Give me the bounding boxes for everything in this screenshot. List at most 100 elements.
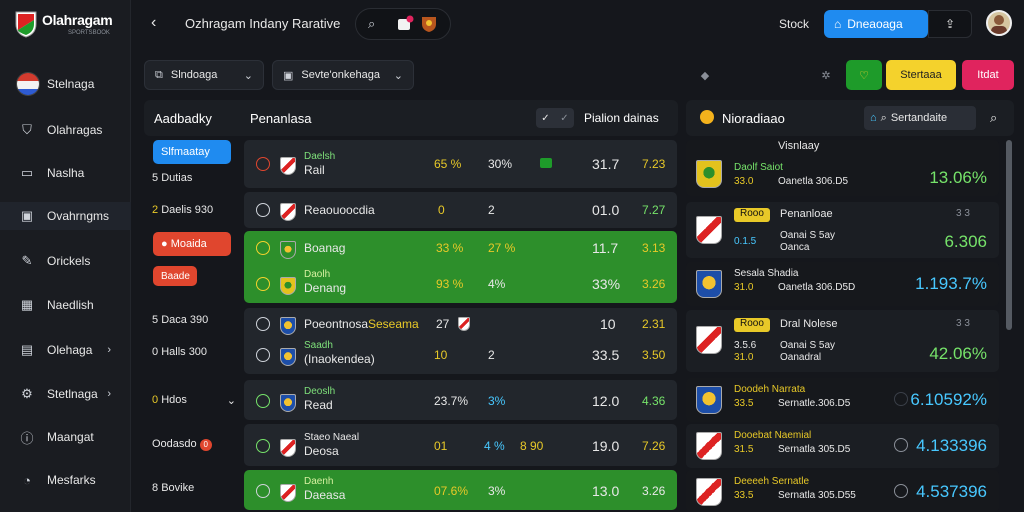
- search-icon[interactable]: ⌕: [990, 110, 998, 125]
- sidebar-item-2[interactable]: ▭ Naslha: [0, 159, 131, 187]
- sort-icon: ◆: [700, 69, 710, 82]
- team-sub: Daelsh: [304, 151, 336, 162]
- heart-icon: ♡: [859, 69, 869, 82]
- right-panel-tab[interactable]: ⌂ ⌕ Sertandaite: [864, 106, 976, 130]
- team-crest-icon: [280, 484, 296, 502]
- sidebar-item-7[interactable]: ⚙ Stetlnaga ›: [0, 380, 131, 408]
- filter-dropdown-0[interactable]: ⧉ Slndoaga ⌄: [144, 60, 264, 90]
- stat-b: 3%: [488, 484, 506, 498]
- category-label: Dutias: [161, 172, 193, 184]
- brand[interactable]: Olahragam SPORTSBOOK: [12, 8, 127, 42]
- sidebar-item-1[interactable]: ⛉ Olahragas: [0, 116, 131, 144]
- match-row[interactable]: Daelsh Rail 65 % 30% 31.7 7.23: [244, 140, 677, 188]
- odds: 11.7: [592, 240, 619, 256]
- right-card-1[interactable]: Rooo Penanloae 3 3 0.1.5 Oanai S 5ay Oan…: [686, 202, 999, 258]
- scrollbar[interactable]: [1004, 140, 1014, 512]
- primary-button[interactable]: ⌂ Dneaoaga: [824, 10, 928, 38]
- column-header-2: Penanlasa: [250, 110, 312, 126]
- category-5[interactable]: 5 Daca 390: [152, 314, 208, 326]
- odds-value: 3.50: [642, 348, 666, 362]
- card-line: Daolf Saiot: [734, 162, 783, 173]
- right-card-3[interactable]: Rooo Dral Nolese 3 3 3.5.6 31.0 Oanai S …: [686, 310, 999, 372]
- team-sub: Staeo Naeal: [304, 432, 360, 443]
- match-row[interactable]: Reaouoocdia 0 2 01.0 7.27: [244, 192, 677, 228]
- right-card-4[interactable]: Doodeh Narrata 33.5 Sernatle.306.D5 6.10…: [686, 378, 999, 422]
- back-arrow-icon[interactable]: ‹: [151, 14, 157, 31]
- sidebar-item-label: Olehaga: [47, 343, 93, 357]
- sidebar-item-9[interactable]: ◔ Mesfarks: [0, 466, 131, 494]
- category-prefix: 2: [152, 204, 159, 216]
- right-card-0[interactable]: Visnlaay Daolf Saiot 33.0 Oanetla 306.D5…: [686, 140, 999, 196]
- notification-icon[interactable]: [396, 15, 414, 33]
- category-8[interactable]: Oodasdo 0: [152, 438, 212, 451]
- avatar[interactable]: [986, 10, 1012, 36]
- card-number: 33.5: [734, 398, 754, 409]
- sidebar-item-label: Orickels: [47, 254, 91, 268]
- team-crest-icon: [696, 270, 722, 298]
- sidebar-item-label: Naedlish: [47, 298, 94, 312]
- card-value: 1.193.7%: [915, 274, 987, 293]
- club-crest-icon[interactable]: [420, 15, 438, 33]
- match-row-highlighted[interactable]: Boanag 33 % 27 % 11.7 3.13 Daolh Denang …: [244, 231, 677, 303]
- match-row[interactable]: Deoslh Read 23.7% 3% 12.0 4.36: [244, 380, 677, 420]
- team-name: Deosa: [304, 444, 339, 458]
- favorite-button[interactable]: ♡: [846, 60, 882, 90]
- chevron-right-icon: ›: [107, 344, 111, 356]
- category-chip-0[interactable]: Slfmaatay: [153, 140, 231, 164]
- status-icon: [256, 348, 270, 362]
- status-icon: [256, 439, 270, 453]
- right-card-2[interactable]: Sesala Shadia 31.0 Oanetla 306.D5D 1.193…: [686, 262, 999, 306]
- stat-b: 2: [488, 203, 495, 217]
- category-chip-3[interactable]: ● Moaida: [153, 232, 231, 256]
- category-9[interactable]: 8 Bovike: [152, 482, 194, 494]
- chevron-down-icon: ⌄: [243, 69, 253, 82]
- category-1[interactable]: 5 Dutias: [152, 172, 192, 184]
- right-card-5[interactable]: Dooebat Naemial 31.5 Sernatla 305.D5 4.1…: [686, 424, 999, 468]
- sidebar-item-0[interactable]: Stelnaga: [0, 70, 131, 98]
- sidebar-item-6[interactable]: ▤ Olehaga ›: [0, 336, 131, 364]
- status-icon: [256, 157, 270, 171]
- sidebar-item-3[interactable]: ▣ Ovahrngms: [0, 202, 131, 230]
- view-toggle[interactable]: ✓ ✓: [536, 108, 574, 128]
- card-number: 3.5.6: [734, 340, 757, 351]
- category-6[interactable]: 0 Halls 300: [152, 346, 207, 358]
- sort-button[interactable]: ◆: [690, 60, 720, 90]
- odds: 12.0: [592, 393, 620, 409]
- sidebar-item-4[interactable]: ✎ Orickels: [0, 247, 131, 275]
- start-button[interactable]: Stertaaa: [886, 60, 956, 90]
- sidebar-item-label: Olahragas: [47, 123, 103, 137]
- scrollbar-thumb[interactable]: [1006, 140, 1012, 330]
- category-label: Baade: [161, 270, 190, 282]
- stat-b: 27 %: [488, 241, 516, 255]
- search-icon[interactable]: ⌕: [368, 16, 376, 31]
- status-icon: [256, 241, 270, 255]
- right-card-6[interactable]: Deeeeh Sernatle 33.5 Sernatla 305.D55 4.…: [686, 470, 999, 512]
- category-prefix: 0: [152, 394, 159, 406]
- header-tools: ⌕: [355, 8, 451, 40]
- filter-dropdown-1[interactable]: ▣ Sevte'onkehaga ⌄: [272, 60, 414, 90]
- share-button[interactable]: ⇪: [928, 10, 972, 38]
- chevron-right-icon: ›: [107, 388, 111, 400]
- category-2[interactable]: 2 Daelis 930: [152, 204, 213, 216]
- update-button[interactable]: Itdat: [962, 60, 1014, 90]
- flag-icon: [16, 72, 40, 96]
- column-header-1: Aadbadky: [154, 110, 212, 126]
- stock-link[interactable]: Stock: [779, 17, 810, 31]
- star-button[interactable]: ✲: [811, 60, 841, 90]
- odds: 10: [600, 316, 616, 332]
- user-icon: ◔: [23, 472, 31, 488]
- card-line: Oanetla 306.D5: [778, 176, 849, 187]
- category-chip-4[interactable]: Baade: [153, 266, 197, 286]
- trophy-icon: ✎: [21, 253, 33, 268]
- match-row[interactable]: Poeontnosa Seseama 27 10 2.31 Saadh (Ina…: [244, 308, 677, 374]
- stat-b: 4 %: [484, 439, 505, 453]
- status-icon: [256, 484, 270, 498]
- star-icon: ✲: [821, 69, 831, 82]
- search-icon: ⌕: [880, 111, 887, 124]
- category-label: Hdos: [161, 394, 187, 406]
- sidebar-item-8[interactable]: ⓘ Maangat: [0, 423, 131, 451]
- match-row[interactable]: Staeo Naeal Deosa 01 4 % 8 90 19.0 7.26: [244, 424, 677, 466]
- category-7[interactable]: 0 Hdos ⌄: [152, 394, 236, 407]
- match-row-highlighted[interactable]: Daenh Daeasa 07.6% 3% 13.0 3.26: [244, 470, 677, 510]
- sidebar-item-5[interactable]: ▦ Naedlish: [0, 291, 131, 319]
